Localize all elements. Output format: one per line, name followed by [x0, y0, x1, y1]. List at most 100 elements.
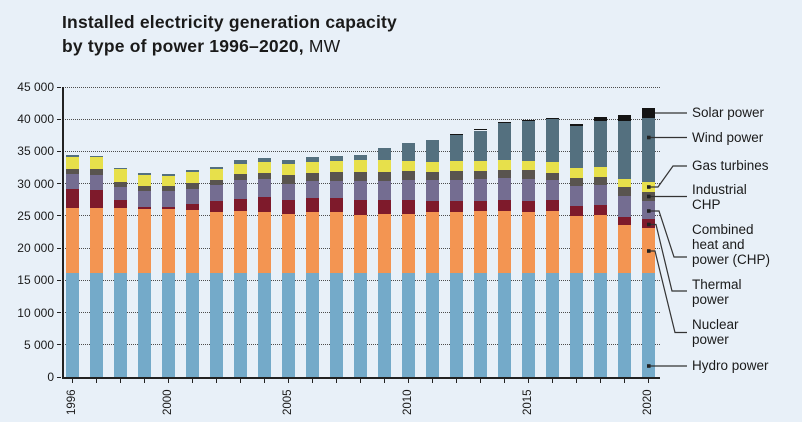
bar-2014-segment-gas-turbines	[497, 159, 511, 170]
x-axis-tick-2007	[335, 378, 337, 383]
bar-2014-segment-solar-power	[497, 122, 511, 124]
bar-2001-segment-nuclear-power	[185, 209, 199, 273]
bar-2010-segment-thermal-power	[401, 199, 415, 214]
bar-2000-segment-nuclear-power	[161, 209, 175, 273]
bar-2018-segment-wind-power	[593, 121, 607, 167]
bar-2004-segment-combined-heat-and-power-chp-	[257, 179, 271, 197]
bar-2006-segment-combined-heat-and-power-chp-	[305, 181, 319, 198]
x-axis-label-2020: 2020	[642, 389, 654, 415]
bar-1997-segment-industrial-chp	[89, 169, 103, 175]
bar-2019-segment-hydro-power	[617, 272, 631, 377]
bar-2015-segment-thermal-power	[521, 201, 535, 213]
bar-2008-segment-combined-heat-and-power-chp-	[353, 181, 367, 201]
bar-2012-segment-thermal-power	[449, 201, 463, 213]
bar-2000-segment-thermal-power	[161, 206, 175, 210]
bar-2012-segment-nuclear-power	[449, 212, 463, 273]
bar-2016-segment-combined-heat-and-power-chp-	[545, 180, 559, 201]
x-axis-tick-2015	[527, 378, 529, 383]
bar-2020-segment-solar-power	[641, 107, 655, 118]
bar-2001-segment-wind-power	[185, 169, 199, 172]
bar-2010-segment-combined-heat-and-power-chp-	[401, 180, 415, 200]
bar-1999-segment-combined-heat-and-power-chp-	[137, 191, 151, 207]
bar-2017-segment-gas-turbines	[569, 167, 583, 178]
x-axis-label-1996: 1996	[66, 389, 78, 415]
y-axis-tick-20000	[57, 247, 61, 249]
bar-2016-segment-nuclear-power	[545, 211, 559, 273]
bar-2017-segment-wind-power	[569, 126, 583, 168]
bar-2006-segment-thermal-power	[305, 197, 319, 213]
y-axis-line	[62, 87, 64, 377]
bar-2001-segment-combined-heat-and-power-chp-	[185, 189, 199, 205]
bar-2012-segment-wind-power	[449, 134, 463, 162]
bar-2014-segment-thermal-power	[497, 199, 511, 212]
bar-1997-segment-thermal-power	[89, 189, 103, 209]
bar-1997-segment-wind-power	[89, 155, 103, 158]
bar-2000-segment-industrial-chp	[161, 185, 175, 192]
bar-1998-segment-hydro-power	[113, 272, 127, 377]
bar-2005-segment-combined-heat-and-power-chp-	[281, 183, 295, 200]
bar-2003-segment-combined-heat-and-power-chp-	[233, 180, 247, 199]
bar-2003-segment-wind-power	[233, 159, 247, 164]
legend-label-wind-power: Wind power	[692, 130, 764, 145]
bar-2018-segment-hydro-power	[593, 272, 607, 377]
bar-2011-segment-thermal-power	[425, 201, 439, 213]
bar-2010-segment-hydro-power	[401, 272, 415, 377]
x-axis-tick-1996	[71, 378, 73, 383]
gridline-40000	[62, 118, 660, 120]
bar-1996-segment-industrial-chp	[65, 169, 79, 175]
bar-2010-segment-gas-turbines	[401, 160, 415, 172]
bar-2002-segment-thermal-power	[209, 201, 223, 212]
bar-2002-segment-gas-turbines	[209, 169, 223, 180]
chart-title-line2-bold: by type of power 1996–2020,	[62, 36, 304, 56]
bar-2013-segment-gas-turbines	[473, 161, 487, 172]
x-axis-tick-2006	[311, 378, 313, 383]
x-axis-tick-2013	[479, 378, 481, 383]
bar-2009-segment-wind-power	[377, 148, 391, 161]
bar-2009-segment-nuclear-power	[377, 214, 391, 273]
bar-2020-segment-hydro-power	[641, 272, 655, 377]
bar-2016-segment-wind-power	[545, 119, 559, 163]
bar-2011-segment-hydro-power	[425, 272, 439, 377]
bar-2000-segment-gas-turbines	[161, 175, 175, 186]
bar-2019-segment-gas-turbines	[617, 178, 631, 187]
bar-2006-segment-gas-turbines	[305, 162, 319, 173]
bar-2011-segment-combined-heat-and-power-chp-	[425, 180, 439, 202]
bar-2005-segment-nuclear-power	[281, 213, 295, 273]
bar-2013-segment-thermal-power	[473, 200, 487, 212]
bar-1998-segment-industrial-chp	[113, 181, 127, 187]
bar-2005-segment-thermal-power	[281, 199, 295, 214]
bar-2018-segment-industrial-chp	[593, 176, 607, 185]
x-axis-label-2015: 2015	[522, 389, 534, 415]
chart-title: Installed electricity generation capacit…	[62, 10, 397, 58]
x-axis-tick-2019	[623, 378, 625, 383]
x-axis-tick-2001	[191, 378, 193, 383]
bar-1997-segment-combined-heat-and-power-chp-	[89, 174, 103, 190]
bar-2014-segment-nuclear-power	[497, 211, 511, 273]
legend-label-industrial-chp: Industrial CHP	[692, 182, 747, 212]
bar-2001-segment-hydro-power	[185, 272, 199, 377]
x-axis-tick-2002	[215, 378, 217, 383]
bar-2019-segment-thermal-power	[617, 217, 631, 225]
bar-2003-segment-thermal-power	[233, 198, 247, 212]
bar-2002-segment-industrial-chp	[209, 179, 223, 185]
bar-2015-segment-combined-heat-and-power-chp-	[521, 179, 535, 202]
bar-2016-segment-industrial-chp	[545, 172, 559, 181]
x-axis-tick-2004	[263, 378, 265, 383]
bar-2009-segment-combined-heat-and-power-chp-	[377, 180, 391, 201]
y-axis-tick-5000	[57, 344, 61, 346]
x-axis-tick-2014	[503, 378, 505, 383]
y-axis-tick-40000	[57, 118, 61, 120]
bar-2005-segment-wind-power	[281, 160, 295, 165]
bar-2020-segment-nuclear-power	[641, 228, 655, 273]
bar-1997-segment-gas-turbines	[89, 157, 103, 170]
x-axis-label-2010: 2010	[402, 389, 414, 415]
x-axis-tick-2003	[239, 378, 241, 383]
bar-2012-segment-hydro-power	[449, 272, 463, 377]
bar-1996-segment-nuclear-power	[65, 207, 79, 273]
bar-2017-segment-industrial-chp	[569, 177, 583, 186]
bar-2009-segment-thermal-power	[377, 200, 391, 215]
y-axis-label-0: 0	[47, 370, 54, 384]
x-axis-tick-2012	[455, 378, 457, 383]
bar-2019-segment-nuclear-power	[617, 224, 631, 273]
bar-2012-segment-combined-heat-and-power-chp-	[449, 180, 463, 202]
